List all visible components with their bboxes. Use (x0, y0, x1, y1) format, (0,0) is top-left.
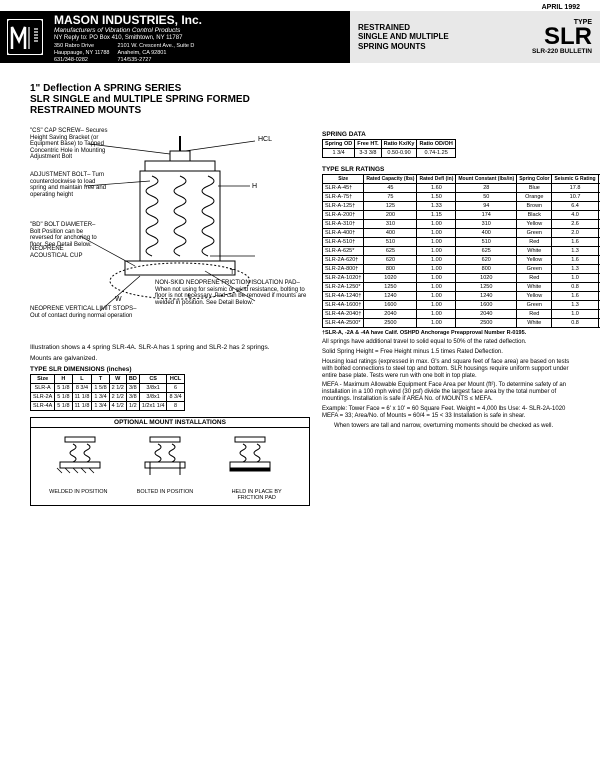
table-row: SLR-2A5 1/811 1/81 3/42 1/23/83/8x18 3/4 (31, 393, 185, 402)
opt-l2: BOLTED IN POSITION (135, 489, 195, 501)
table-row: SLR-A-45†451.6028Blue17.827 (323, 184, 600, 193)
table-row: SLR-A-200†2001.15174Black4.027 (323, 211, 600, 220)
ratings-table: SizeRated Capacity (lbs)Rated Defl (in)M… (322, 174, 600, 328)
table-row: SLR-A5 1/88 3/41 5/82 1/23/83/8x16 (31, 384, 185, 393)
date-label: APRIL 1992 (0, 0, 600, 11)
header-bar: MASON INDUSTRIES, Inc. Manufacturers of … (0, 11, 600, 63)
w-label: W (115, 296, 122, 303)
table-row: SLR-A-310†3101.00310Yellow2.627 (323, 220, 600, 229)
dim-col: T (92, 375, 109, 384)
dim-table-title: TYPE SLR DIMENSIONS (inches) (30, 366, 310, 373)
spring-mount-diagram: HCL H L T W "CS" CAP SCREW– Secures Heig… (30, 126, 310, 338)
optional-title: OPTIONAL MOUNT INSTALLATIONS (30, 417, 310, 427)
company-info: MASON INDUSTRIES, Inc. Manufacturers of … (50, 11, 350, 63)
note6: Example: Tower Face = 6' x 10' = 60 Squa… (322, 406, 572, 420)
sd-col: Ratio Kx/Ky (381, 140, 417, 149)
table-row: SLR-4A-2040†20401.002040Red1.067 (323, 310, 600, 319)
title-l2: SINGLE AND MULTIPLE (358, 32, 532, 42)
addr1c: 631/348-0282 (54, 57, 109, 64)
dim-col: W (109, 375, 126, 384)
addr2a: 2101 W. Crescent Ave., Suite D (117, 43, 194, 50)
dim-table: SizeHLTWBDCSHCLSLR-A5 1/88 3/41 5/82 1/2… (30, 374, 185, 411)
dim-col: BD (126, 375, 139, 384)
note2: All springs have additional travel to so… (322, 339, 572, 346)
table-row: SLR-A-75†751.5050Orange10.727 (323, 193, 600, 202)
company-name: MASON INDUSTRIES, Inc. (54, 13, 346, 27)
addr2d: FAX 714/535-5738 (117, 63, 194, 70)
table-row: SLR-4A5 1/811 1/81 3/44 1/21/21/2x1 1/48 (31, 402, 185, 411)
title-l3: SPRING MOUNTS (358, 42, 532, 52)
addr1d: FAX 631/348-0279 (54, 63, 109, 70)
optional-diagram: WELDED IN POSITION BOLTED IN POSITION HE… (30, 427, 310, 506)
note3: Solid Spring Height = Free Height minus … (322, 349, 572, 356)
opt-l1: WELDED IN POSITION (48, 489, 108, 501)
table-row: SLR-4A-1600†16001.001600Green1.367 (323, 301, 600, 310)
title-bulletin: SLR-220 BULLETIN (532, 48, 592, 55)
reply-addr: NY Reply to: PO Box 410, Smithtown, NY 1… (54, 35, 346, 42)
ratings-col: Size (323, 175, 364, 184)
t-label: T (230, 269, 235, 276)
company-tagline: Manufacturers of Vibration Control Produ… (54, 27, 346, 35)
opt-l3: HELD IN PLACE BY FRICTION PAD (222, 489, 292, 501)
sd-col: Free HT. (355, 140, 381, 149)
sd-col: Spring OD (323, 140, 355, 149)
ratings-title: TYPE SLR RATINGS (322, 166, 572, 173)
addr2c: 714/535-2727 (117, 57, 194, 64)
cs-callout: "CS" CAP SCREW– Secures Height Saving Br… (30, 128, 120, 161)
spring-data-table: Spring ODFree HT.Ratio Kx/KyRatio OD/OH1… (322, 139, 456, 158)
table-row: SLR-2A-800†8001.00800Green1.333 (323, 265, 600, 274)
friction-callout: NON-SKID NEOPRENE FRICTION ISOLATION PAD… (155, 280, 310, 306)
dim-col: Size (31, 375, 55, 384)
dim-col: CS (139, 375, 167, 384)
caption2: Mounts are galvanized. (30, 355, 310, 362)
note4: Housing load ratings (expressed in max. … (322, 359, 572, 380)
title-box: RESTRAINED SINGLE AND MULTIPLE SPRING MO… (350, 11, 600, 63)
note5: MEFA - Maximum Allowable Equipment Face … (322, 382, 572, 403)
addr2b: Anaheim, CA 92801 (117, 50, 194, 57)
title-l1: RESTRAINED (358, 23, 532, 33)
addr1e: Info@Mason-Ind.com (54, 70, 109, 77)
h-label: H (252, 183, 257, 190)
ratings-col: Rated Defl (in) (417, 175, 456, 184)
addr2e: Info@MasonAnaheim (117, 70, 194, 77)
ratings-col: Rated Capacity (lbs) (364, 175, 417, 184)
table-row: SLR-A-125†1251.3394Brown6.427 (323, 202, 600, 211)
dim-col: L (72, 375, 92, 384)
note1: †SLR-A, -2A & -4A have Calif. OSHPD Anch… (322, 330, 572, 336)
bd-callout: "BD" BOLT DIAMETER– Bolt Position can be… (30, 222, 100, 248)
ratings-col: Mount Constant (lbs/in) (456, 175, 517, 184)
addr1b: Hauppauge, NY 11788 (54, 50, 109, 57)
dim-col: HCL (167, 375, 184, 384)
logo (0, 11, 50, 63)
sd-col: Ratio OD/OH (417, 140, 455, 149)
table-row: SLR-A-400†4001.00400Green2.027 (323, 229, 600, 238)
spring-data-title: SPRING DATA (322, 131, 572, 138)
table-row: SLR-2A-1250*12501.001250White0.833 (323, 283, 600, 292)
table-row: SLR-A-510†5101.00510Red1.627 (323, 238, 600, 247)
title-code: SLR (532, 26, 592, 48)
ratings-col: Seismic G Rating (552, 175, 598, 184)
table-row: SLR-A-625*6251.00625White1.327 (323, 247, 600, 256)
addr1a: 350 Rabro Drive (54, 43, 109, 50)
table-row: SLR-2A-1020†10201.001020Red1.033 (323, 274, 600, 283)
caption1: Illustration shows a 4 spring SLR-4A. SL… (30, 344, 310, 351)
table-row: 1 3/43-3 3/80.50-0.900.74-1.25 (323, 149, 456, 158)
table-row: SLR-2A-620†6201.00620Yellow1.633 (323, 256, 600, 265)
hcl-label: HCL (258, 136, 272, 143)
ratings-col: Spring Color (517, 175, 552, 184)
stops-callout: NEOPRENE VERTICAL LIMIT STOPS– Out of co… (30, 306, 140, 319)
table-row: SLR-4A-2500*25001.002500White0.867 (323, 319, 600, 328)
table-row: SLR-4A-1240†12401.001240Yellow1.667 (323, 292, 600, 301)
adj-callout: ADJUSTMENT BOLT– Turn counterclockwise t… (30, 172, 110, 198)
neo-cup-callout: NEOPRENE ACOUSTICAL CUP (30, 246, 95, 259)
note7: When towers are tall and narrow, overtur… (322, 423, 572, 430)
dim-col: H (55, 375, 72, 384)
main-heading: 1" Deflection A SPRING SERIES SLR SINGLE… (30, 83, 310, 116)
